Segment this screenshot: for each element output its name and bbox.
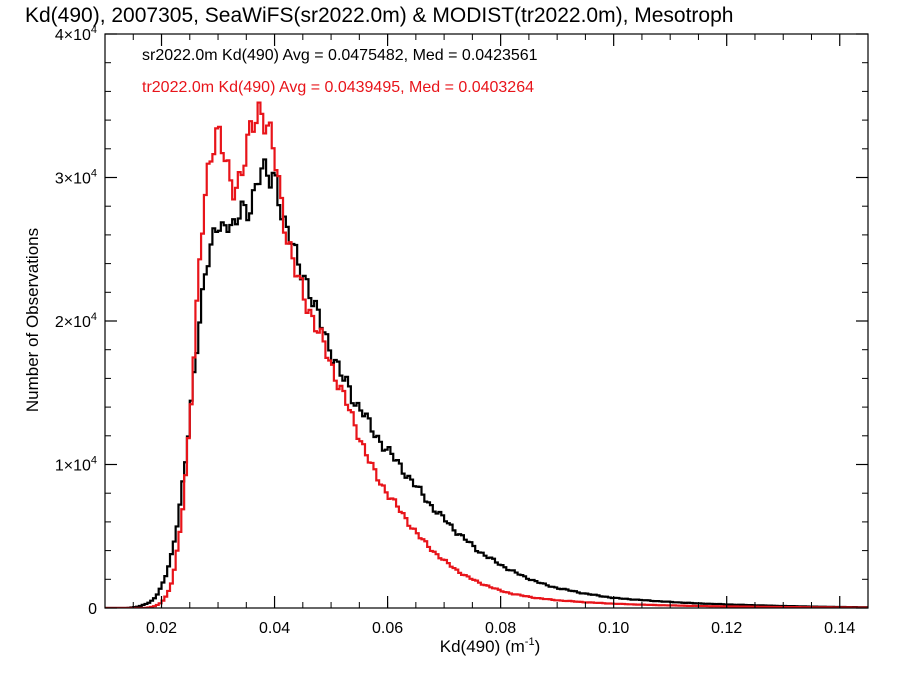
x-tick-label-4: 0.10 [598, 620, 629, 637]
x-axis-label-exponent: -1 [525, 636, 535, 648]
x-tick-label-1: 0.04 [259, 620, 290, 637]
y-tick-label-2: 2×104 [55, 311, 97, 331]
x-axis-label: Kd(490) (m-1) [440, 636, 540, 656]
plot-frame [104, 33, 869, 609]
legend-entry-tr2022: tr2022.0m Kd(490) Avg = 0.0439495, Med =… [142, 79, 534, 96]
y-tick-label-0: 0 [88, 601, 97, 618]
x-tick-label-3: 0.08 [485, 620, 516, 637]
x-tick-label-5: 0.12 [711, 620, 742, 637]
y-axis-label: Number of Observations [23, 228, 42, 412]
series-line-1 [105, 101, 868, 608]
x-tick-label-2: 0.06 [372, 620, 403, 637]
y-axis: 0 1×104 2×104 3×104 4×104 [55, 24, 868, 618]
y-tick-label-3: 3×104 [55, 168, 97, 188]
x-tick-label-0: 0.02 [146, 620, 177, 637]
x-axis-label-main: Kd(490) (m [440, 637, 525, 656]
x-axis: 0.02 0.04 0.06 0.08 0.10 0.12 0.14 [132, 34, 855, 637]
plot-area [105, 101, 868, 608]
x-axis-label-close: ) [535, 637, 541, 656]
legend-entry-sr2022: sr2022.0m Kd(490) Avg = 0.0475482, Med =… [142, 47, 538, 64]
x-tick-label-6: 0.14 [824, 620, 855, 637]
y-tick-label-1: 1×104 [55, 455, 97, 475]
chart-title: Kd(490), 2007305, SeaWiFS(sr2022.0m) & M… [25, 4, 734, 27]
y-tick-label-4: 4×104 [55, 24, 97, 44]
series-line-0 [105, 158, 868, 608]
